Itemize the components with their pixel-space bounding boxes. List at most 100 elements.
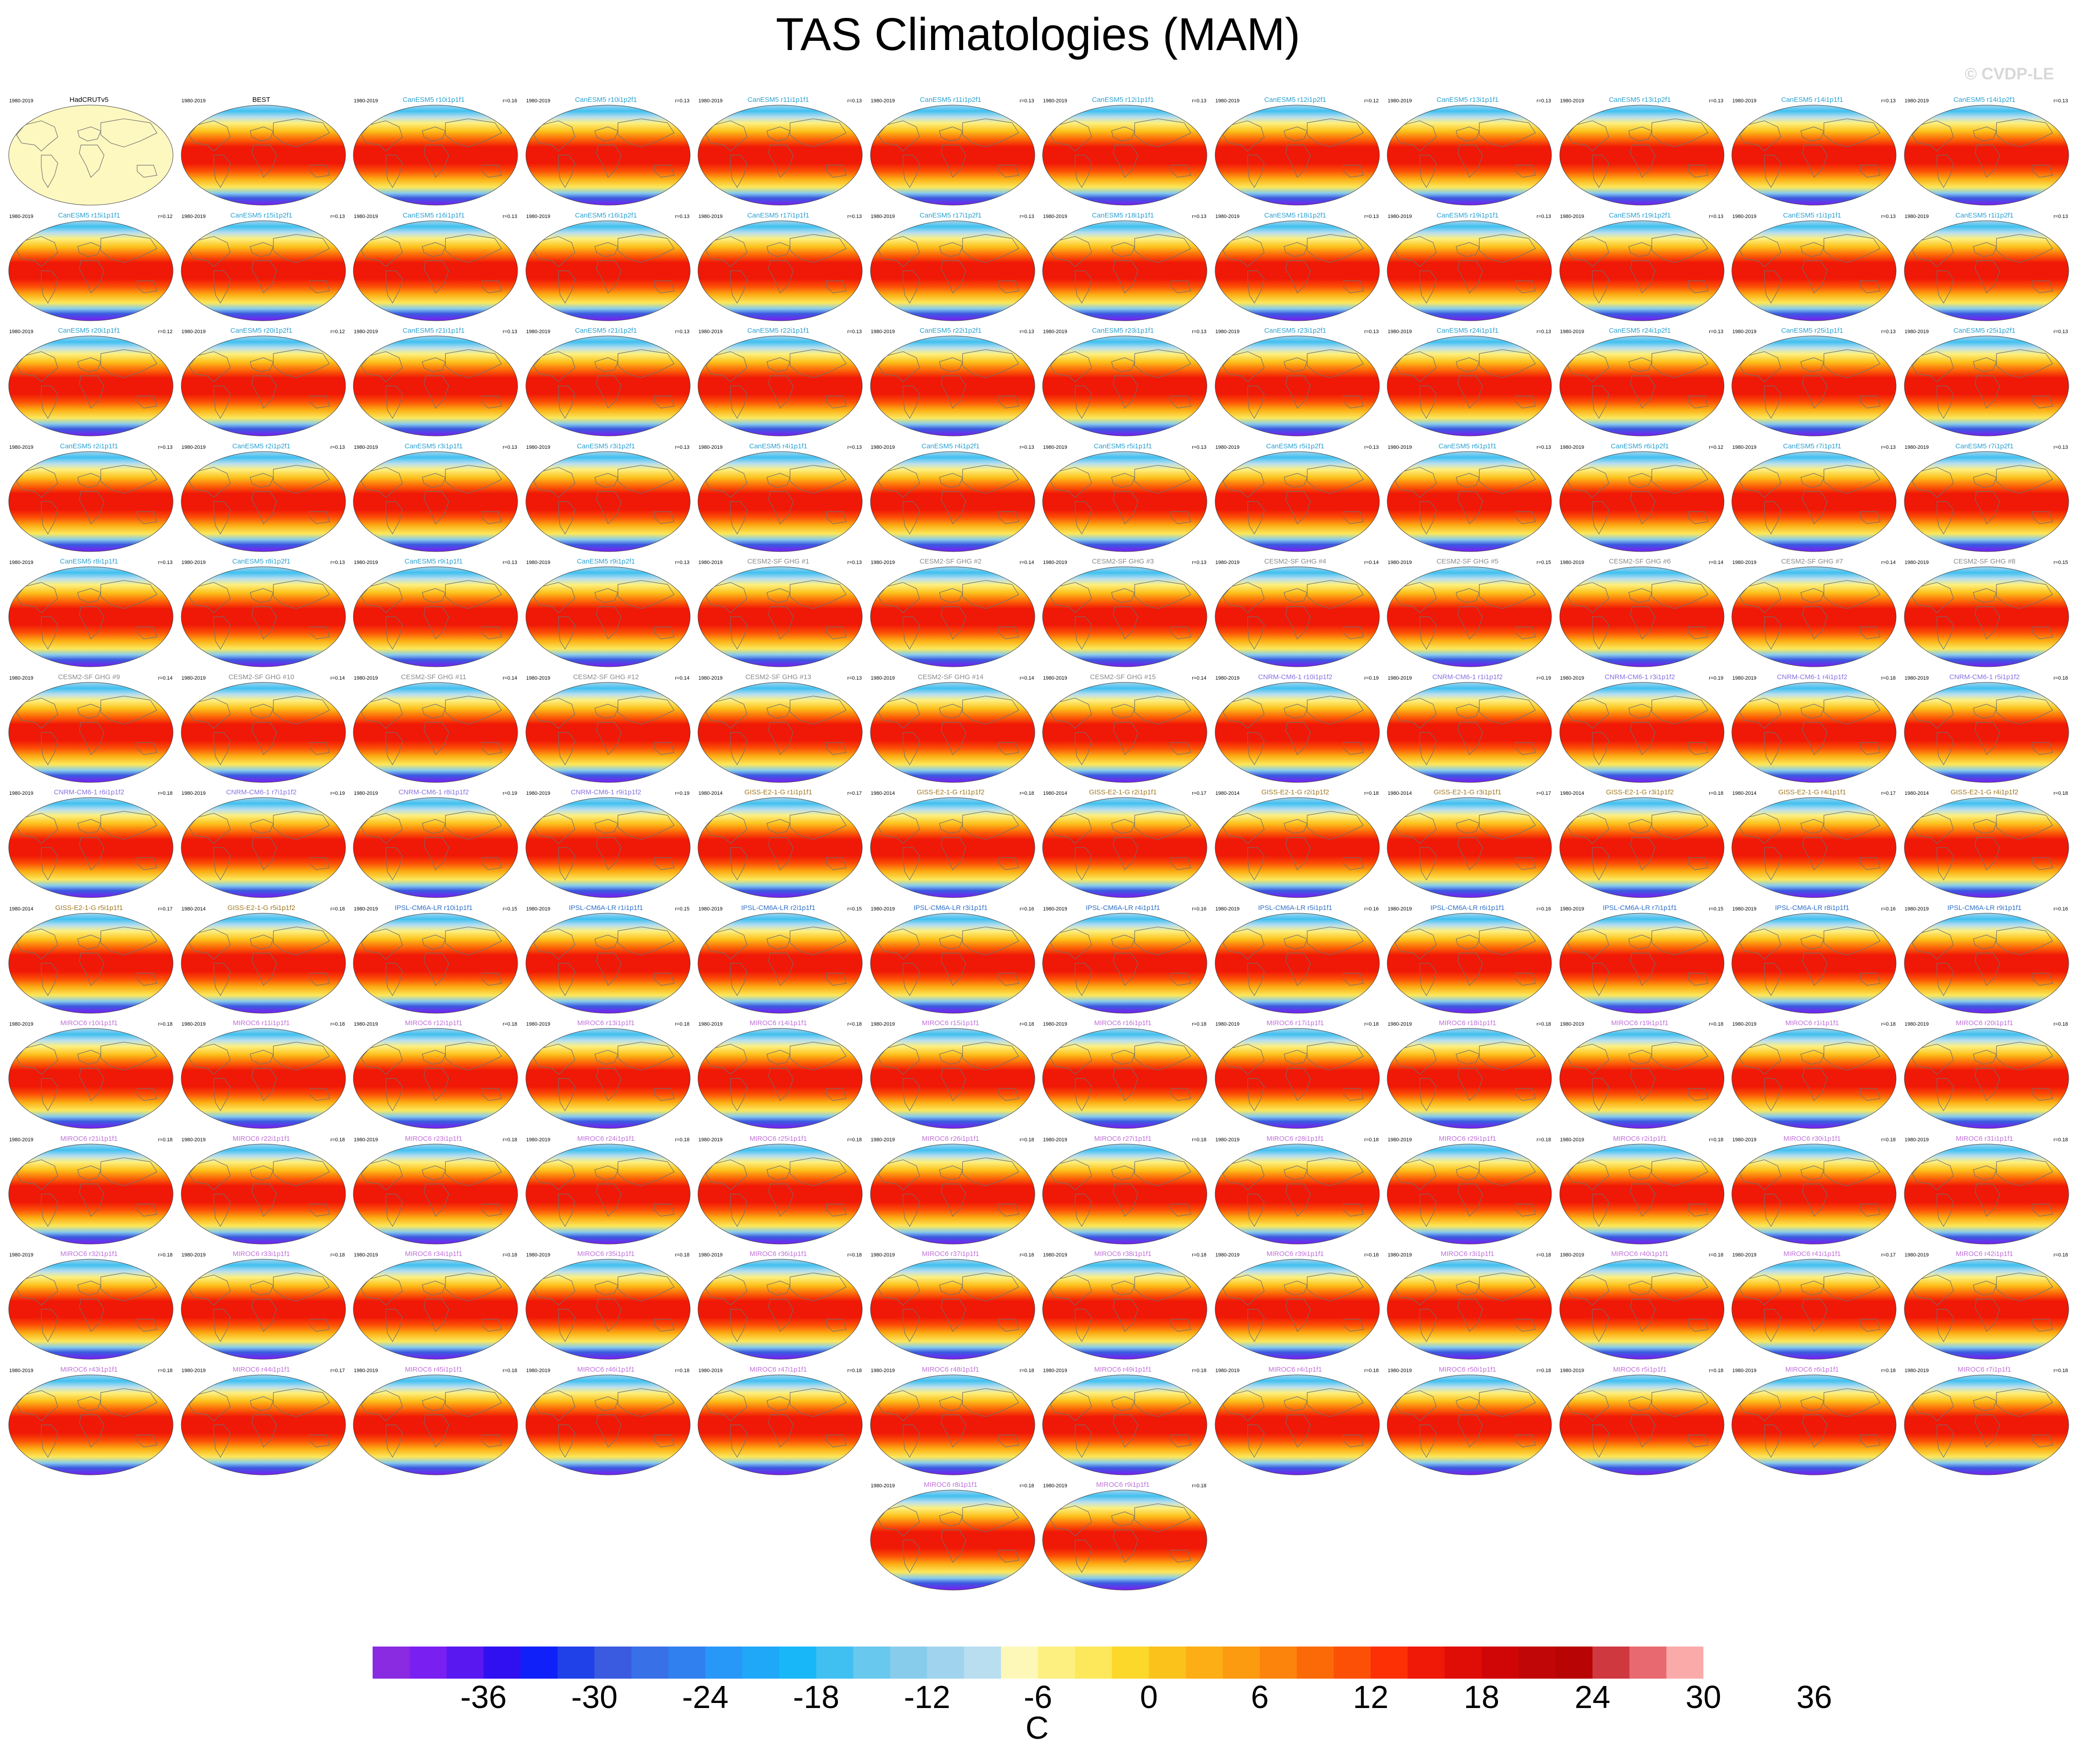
coastline <box>617 1157 675 1186</box>
panel-title: CanESM5 r19i1p1f1 <box>1436 211 1499 219</box>
panel-stat: r=0.18 <box>1020 1483 1034 1489</box>
coastline <box>826 396 847 409</box>
coastline <box>1050 813 1092 844</box>
panel-stat: r=0.18 <box>2054 675 2068 681</box>
coastline <box>533 1044 575 1075</box>
map-border <box>870 1374 1035 1475</box>
coastline <box>1567 236 1609 267</box>
coastline <box>1567 1390 1609 1421</box>
coastline <box>1050 698 1092 729</box>
panel-stat: r=0.13 <box>330 444 345 450</box>
colorbar-tick-label: 24 <box>1574 1679 1611 1715</box>
coastline <box>273 580 330 609</box>
globe-map <box>1731 1144 1897 1244</box>
coastline <box>1860 1088 1881 1101</box>
panel-title: MIROC6 r25i1p1f1 <box>749 1134 807 1143</box>
coastline <box>940 1068 966 1101</box>
figure-title: TAS Climatologies (MAM) <box>776 9 1300 60</box>
map-panel: 1980-2019 CanESM5 r8i1p1f1 r=0.13 <box>4 558 174 675</box>
map-border <box>1042 566 1207 667</box>
coastline <box>902 847 920 881</box>
map-panel: 1980-2019 MIROC6 r49i1p1f1 r=0.18 <box>1038 1366 1208 1484</box>
coastline <box>1739 1159 1781 1190</box>
map-field <box>9 220 173 321</box>
coastline <box>594 126 618 141</box>
coastline <box>902 1309 920 1342</box>
globe-map <box>870 1144 1035 1244</box>
coastline <box>1306 464 1364 494</box>
coastline <box>1050 1390 1092 1421</box>
coastline <box>1075 1078 1092 1111</box>
map-panel: 1980-2014 GISS-E2-1-G r4i1p1f1 r=0.17 <box>1727 789 1897 906</box>
coastline <box>1395 698 1437 729</box>
coastline <box>213 501 231 535</box>
coastline <box>1860 1203 1881 1217</box>
map-panel: 1980-2019 MIROC6 r12i1p1f1 r=0.18 <box>348 1020 519 1137</box>
panel-title: MIROC6 r40i1p1f1 <box>1611 1250 1669 1258</box>
map-panel: 1980-2019 MIROC6 r41i1p1f1 r=0.17 <box>1727 1250 1897 1368</box>
coastline <box>249 819 273 834</box>
coastline <box>1456 819 1480 834</box>
coastline <box>1306 1388 1364 1417</box>
map-panel: 1980-2019 MIROC6 r15i1p1f1 r=0.18 <box>865 1020 1036 1137</box>
map-field <box>1043 1490 1207 1590</box>
coastline <box>1567 582 1609 614</box>
map-panel: 1980-2019 MIROC6 r34i1p1f1 r=0.18 <box>348 1250 519 1368</box>
panel-stat: r=0.18 <box>1709 1252 1724 1258</box>
map-panel: 1980-2019 MIROC6 r48i1p1f1 r=0.18 <box>865 1366 1036 1484</box>
coastline <box>213 385 231 419</box>
panel-period: 1980-2019 <box>1388 675 1412 681</box>
coastline <box>1800 703 1825 719</box>
coastline <box>962 1388 1019 1417</box>
globe-map <box>1042 1028 1207 1129</box>
coastline <box>962 1273 1019 1302</box>
panel-stat: r=0.18 <box>502 1022 518 1027</box>
map-field <box>1215 451 1379 552</box>
globe-map <box>870 1028 1035 1129</box>
panel-stat: r=0.18 <box>847 1137 862 1143</box>
map-field <box>1043 798 1207 898</box>
coastline <box>1824 580 1881 609</box>
coastline <box>1802 952 1828 986</box>
coastline <box>1285 145 1311 178</box>
panel-period: 1980-2019 <box>9 1252 33 1258</box>
panel-stat: r=0.18 <box>1020 1137 1034 1143</box>
coastline <box>1567 1159 1609 1190</box>
map-field <box>353 798 518 898</box>
map-panel: 1980-2014 GISS-E2-1-G r5i1p1f1 r=0.17 <box>4 904 174 1022</box>
coastline <box>16 698 58 729</box>
coastline <box>1283 819 1307 834</box>
map-field <box>1043 567 1207 667</box>
coastline <box>79 1299 105 1332</box>
globe-map <box>181 1144 346 1244</box>
map-panel: 1980-2019 CanESM5 r20i1p2f1 r=0.12 <box>176 327 347 445</box>
panel-period: 1980-2019 <box>1388 213 1412 219</box>
map-panel: 1980-2019 MIROC6 r8i1p1f1 r=0.18 <box>865 1481 1036 1599</box>
colorbar-swatch <box>1149 1647 1186 1679</box>
map-border <box>870 913 1035 1013</box>
globe-map <box>1731 797 1897 898</box>
globe-map <box>353 105 518 206</box>
coastline <box>940 145 966 178</box>
map-panel: 1980-2019 CanESM5 r7i1p1f1 r=0.13 <box>1727 442 1897 560</box>
panel-stat: r=0.18 <box>1364 1368 1379 1373</box>
map-border <box>870 1259 1035 1360</box>
coastline <box>422 703 446 719</box>
panel-period: 1980-2019 <box>1560 1022 1585 1027</box>
map-panel: 1980-2019 IPSL-CM6A-LR r4i1p1f1 r=0.16 <box>1038 904 1208 1022</box>
map-field <box>353 1144 518 1244</box>
panel-period: 1980-2019 <box>1560 1252 1585 1258</box>
map-panel: 1980-2019 MIROC6 r27i1p1f1 r=0.18 <box>1038 1135 1208 1253</box>
panel-title: MIROC6 r6i1p1f1 <box>1785 1365 1839 1373</box>
coastline <box>273 349 330 379</box>
coastline <box>766 1396 791 1411</box>
coastline <box>766 473 791 488</box>
panel-period: 1980-2019 <box>871 906 895 912</box>
panel-stat: r=0.19 <box>675 791 690 796</box>
map-panel: 1980-2019 CanESM5 r19i1p1f1 r=0.13 <box>1382 212 1553 329</box>
globe-map <box>181 105 346 206</box>
panel-period: 1980-2019 <box>526 1137 551 1143</box>
coastline <box>1134 1042 1191 1071</box>
coastline <box>1800 242 1825 257</box>
map-panel: 1980-2019 MIROC6 r45i1p1f1 r=0.18 <box>348 1366 519 1484</box>
